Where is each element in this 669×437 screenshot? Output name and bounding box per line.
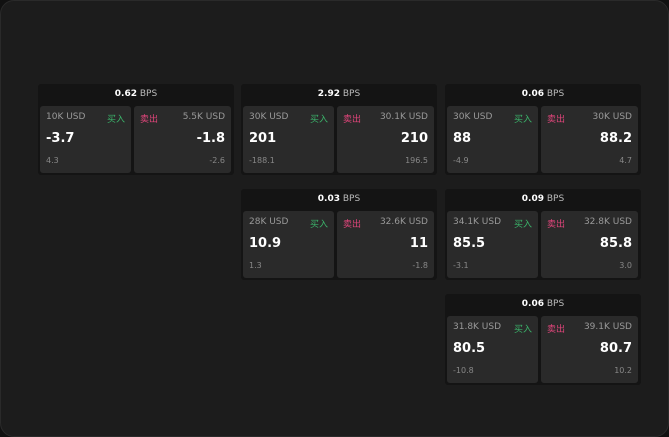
spread-header: 0.62 BPS <box>38 84 234 105</box>
spread-unit: BPS <box>139 89 158 99</box>
bid-change: 1.3 <box>249 261 262 270</box>
ask-change: 3.0 <box>619 261 632 270</box>
bid-price: 10.9 <box>249 236 282 251</box>
quote-card: 2.92 BPS 30K USD 买入 201 -188.1 卖出 30.1K US… <box>241 84 437 175</box>
buy-tile[interactable]: 28K USD 买入 10.9 1.3 <box>243 211 334 278</box>
spread-unit: BPS <box>546 299 565 309</box>
sell-label: 卖出 <box>343 115 362 125</box>
bid-price: 201 <box>249 131 277 146</box>
bid-change: -3.1 <box>453 261 469 270</box>
spread-value: 0.09 <box>521 194 544 204</box>
quote-card: 0.03 BPS 28K USD 买入 10.9 1.3 卖出 32.6K USD … <box>241 189 437 280</box>
buy-label: 买入 <box>309 220 328 230</box>
ask-price: 11 <box>409 236 428 251</box>
bid-change: -188.1 <box>249 156 275 165</box>
ask-price: 85.8 <box>599 236 632 251</box>
quote-card: 0.06 BPS 31.8K USD 买入 80.5 -10.8 卖出 39.1K … <box>445 294 641 385</box>
ask-change: 10.2 <box>614 366 632 375</box>
sell-label: 卖出 <box>140 115 159 125</box>
bid-price: -3.7 <box>46 131 75 146</box>
spread-value: 0.62 <box>114 89 137 99</box>
ask-size: 30.1K USD <box>379 112 428 122</box>
buy-label: 买入 <box>513 325 532 335</box>
spread-value: 0.06 <box>521 89 544 99</box>
ask-change: -1.8 <box>412 261 428 270</box>
quote-card: 0.62 BPS 10K USD 买入 -3.7 4.3 卖出 5.5K USD -… <box>38 84 234 175</box>
spread-unit: BPS <box>342 194 361 204</box>
sell-label: 卖出 <box>547 325 566 335</box>
spread-header: 0.06 BPS <box>445 294 641 315</box>
spread-value: 0.06 <box>521 299 544 309</box>
spread-unit: BPS <box>546 194 565 204</box>
spread-value: 0.03 <box>317 194 340 204</box>
quote-card: 0.09 BPS 34.1K USD 买入 85.5 -3.1 卖出 32.8K U… <box>445 189 641 280</box>
sell-tile[interactable]: 卖出 39.1K USD 80.7 10.2 <box>541 316 638 383</box>
bid-price: 85.5 <box>453 236 486 251</box>
ask-size: 30K USD <box>592 112 632 122</box>
bid-change: -10.8 <box>453 366 474 375</box>
sell-tile[interactable]: 卖出 32.8K USD 85.8 3.0 <box>541 211 638 278</box>
spread-header: 0.06 BPS <box>445 84 641 105</box>
buy-label: 买入 <box>513 115 532 125</box>
buy-tile[interactable]: 30K USD 买入 201 -188.1 <box>243 106 334 173</box>
ask-change: 196.5 <box>405 156 428 165</box>
bid-change: -4.9 <box>453 156 469 165</box>
bid-size: 10K USD <box>46 112 86 122</box>
quote-card: 0.06 BPS 30K USD 买入 88 -4.9 卖出 30K USD 88.… <box>445 84 641 175</box>
bid-size: 31.8K USD <box>453 322 502 332</box>
buy-tile[interactable]: 10K USD 买入 -3.7 4.3 <box>40 106 131 173</box>
sell-tile[interactable]: 卖出 30.1K USD 210 196.5 <box>337 106 434 173</box>
spread-value: 2.92 <box>317 89 340 99</box>
sell-label: 卖出 <box>547 115 566 125</box>
buy-label: 买入 <box>106 115 125 125</box>
bid-price: 88 <box>453 131 472 146</box>
bid-size: 34.1K USD <box>453 217 502 227</box>
ask-price: 210 <box>400 131 428 146</box>
bid-change: 4.3 <box>46 156 59 165</box>
bid-size: 30K USD <box>249 112 289 122</box>
ask-change: 4.7 <box>619 156 632 165</box>
ask-size: 39.1K USD <box>583 322 632 332</box>
bid-size: 28K USD <box>249 217 289 227</box>
bid-price: 80.5 <box>453 341 486 356</box>
sell-label: 卖出 <box>547 220 566 230</box>
buy-tile[interactable]: 31.8K USD 买入 80.5 -10.8 <box>447 316 538 383</box>
sell-tile[interactable]: 卖出 32.6K USD 11 -1.8 <box>337 211 434 278</box>
spread-header: 0.03 BPS <box>241 189 437 210</box>
ask-price: 88.2 <box>599 131 632 146</box>
ask-size: 32.8K USD <box>583 217 632 227</box>
ask-change: -2.6 <box>209 156 225 165</box>
buy-tile[interactable]: 34.1K USD 买入 85.5 -3.1 <box>447 211 538 278</box>
ask-price: 80.7 <box>599 341 632 356</box>
spread-unit: BPS <box>546 89 565 99</box>
buy-tile[interactable]: 30K USD 买入 88 -4.9 <box>447 106 538 173</box>
sell-tile[interactable]: 卖出 5.5K USD -1.8 -2.6 <box>134 106 231 173</box>
buy-label: 买入 <box>513 220 532 230</box>
spread-header: 2.92 BPS <box>241 84 437 105</box>
spread-unit: BPS <box>342 89 361 99</box>
sell-label: 卖出 <box>343 220 362 230</box>
spread-header: 0.09 BPS <box>445 189 641 210</box>
buy-label: 买入 <box>309 115 328 125</box>
ask-price: -1.8 <box>196 131 225 146</box>
ask-size: 32.6K USD <box>379 217 428 227</box>
bid-size: 30K USD <box>453 112 493 122</box>
sell-tile[interactable]: 卖出 30K USD 88.2 4.7 <box>541 106 638 173</box>
ask-size: 5.5K USD <box>182 112 225 122</box>
